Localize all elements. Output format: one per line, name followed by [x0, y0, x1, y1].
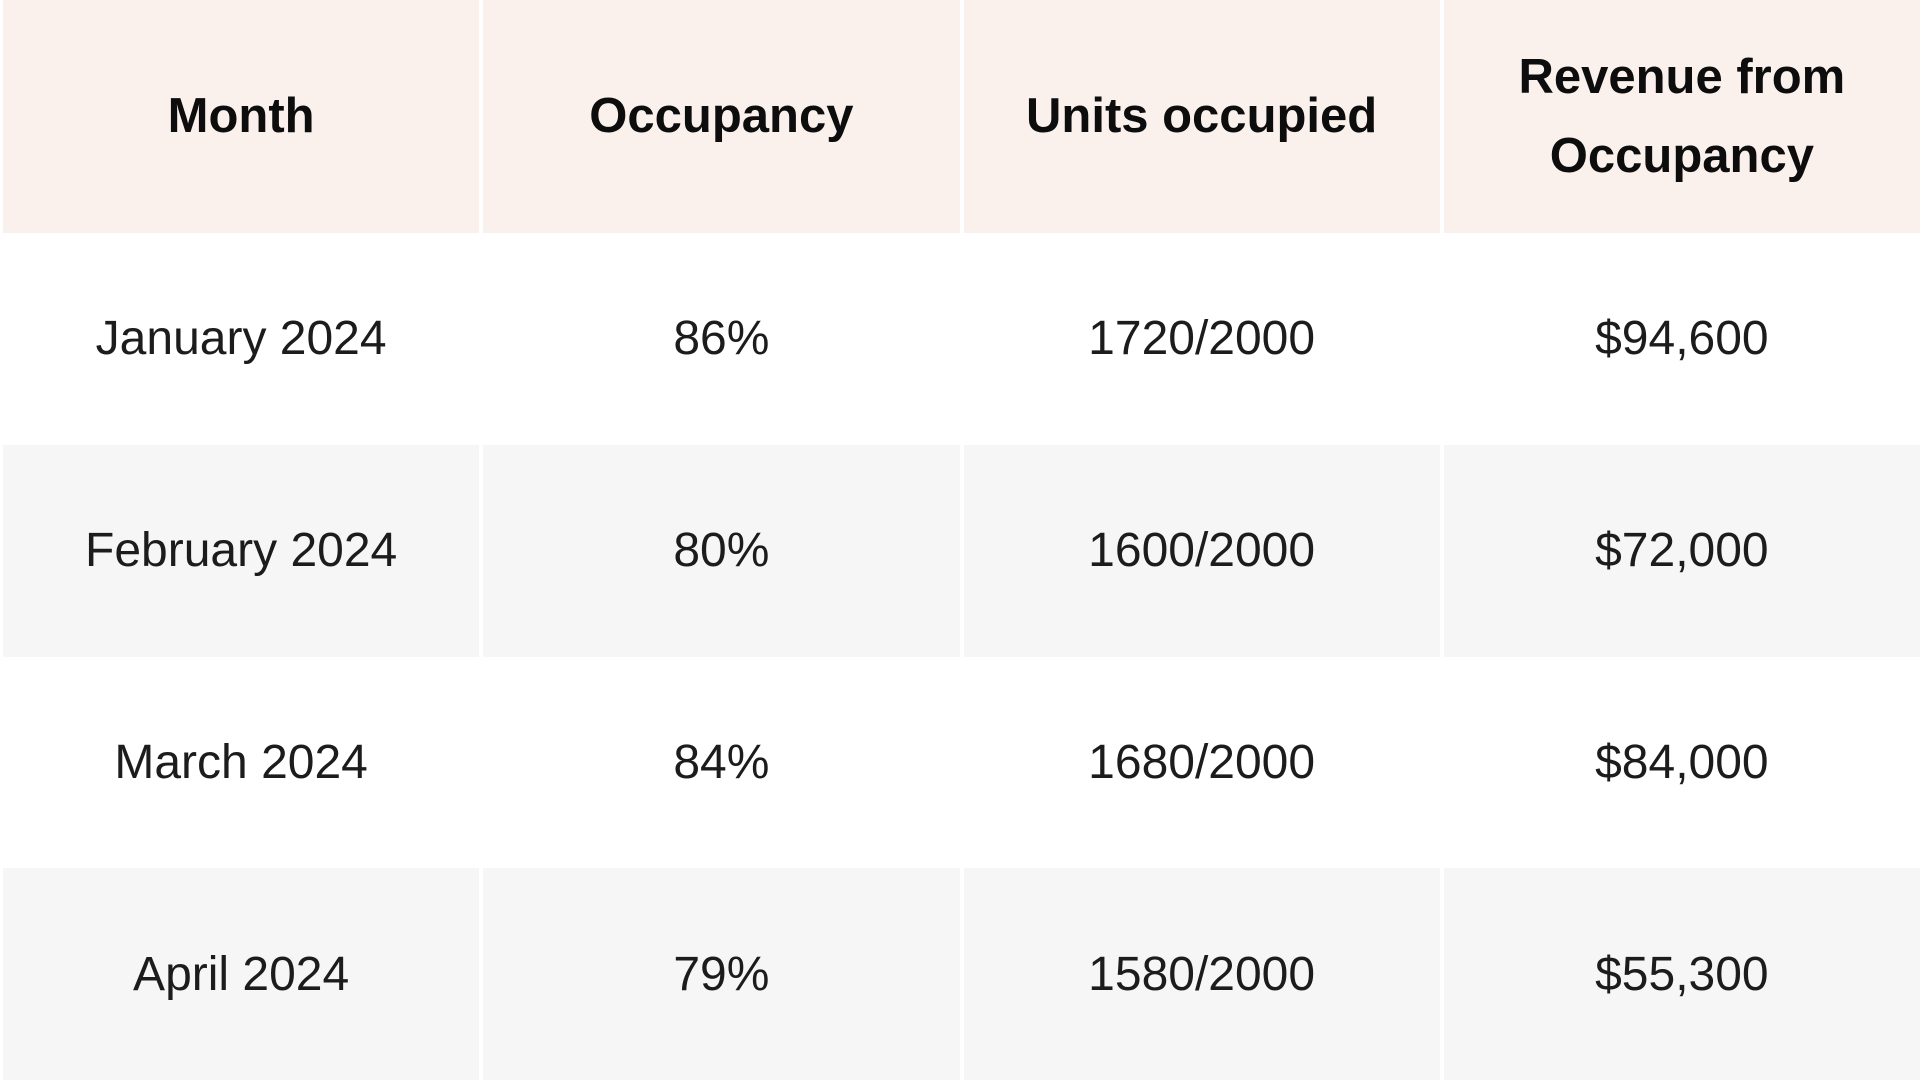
cell-month-april: April 2024 — [3, 868, 480, 1080]
header-cell-occupancy: Occupancy — [483, 0, 960, 233]
cell-revenue-january: $94,600 — [1443, 233, 1920, 445]
header-cell-revenue: Revenue from Occupancy — [1443, 0, 1920, 233]
cell-month-february: February 2024 — [3, 444, 480, 657]
cell-month-march: March 2024 — [3, 656, 480, 869]
cell-revenue-april: $55,300 — [1443, 868, 1920, 1080]
cell-revenue-march: $84,000 — [1443, 656, 1920, 869]
cell-units-february: 1600/2000 — [963, 444, 1440, 657]
cell-month-january: January 2024 — [3, 233, 480, 445]
header-cell-month: Month — [3, 0, 480, 233]
header-cell-units-occupied: Units occupied — [963, 0, 1440, 233]
cell-units-january: 1720/2000 — [963, 233, 1440, 445]
cell-units-march: 1680/2000 — [963, 656, 1440, 869]
cell-units-april: 1580/2000 — [963, 868, 1440, 1080]
cell-revenue-february: $72,000 — [1443, 444, 1920, 657]
cell-occupancy-january: 86% — [483, 233, 960, 445]
cell-occupancy-march: 84% — [483, 656, 960, 869]
cell-occupancy-february: 80% — [483, 444, 960, 657]
cell-occupancy-april: 79% — [483, 868, 960, 1080]
